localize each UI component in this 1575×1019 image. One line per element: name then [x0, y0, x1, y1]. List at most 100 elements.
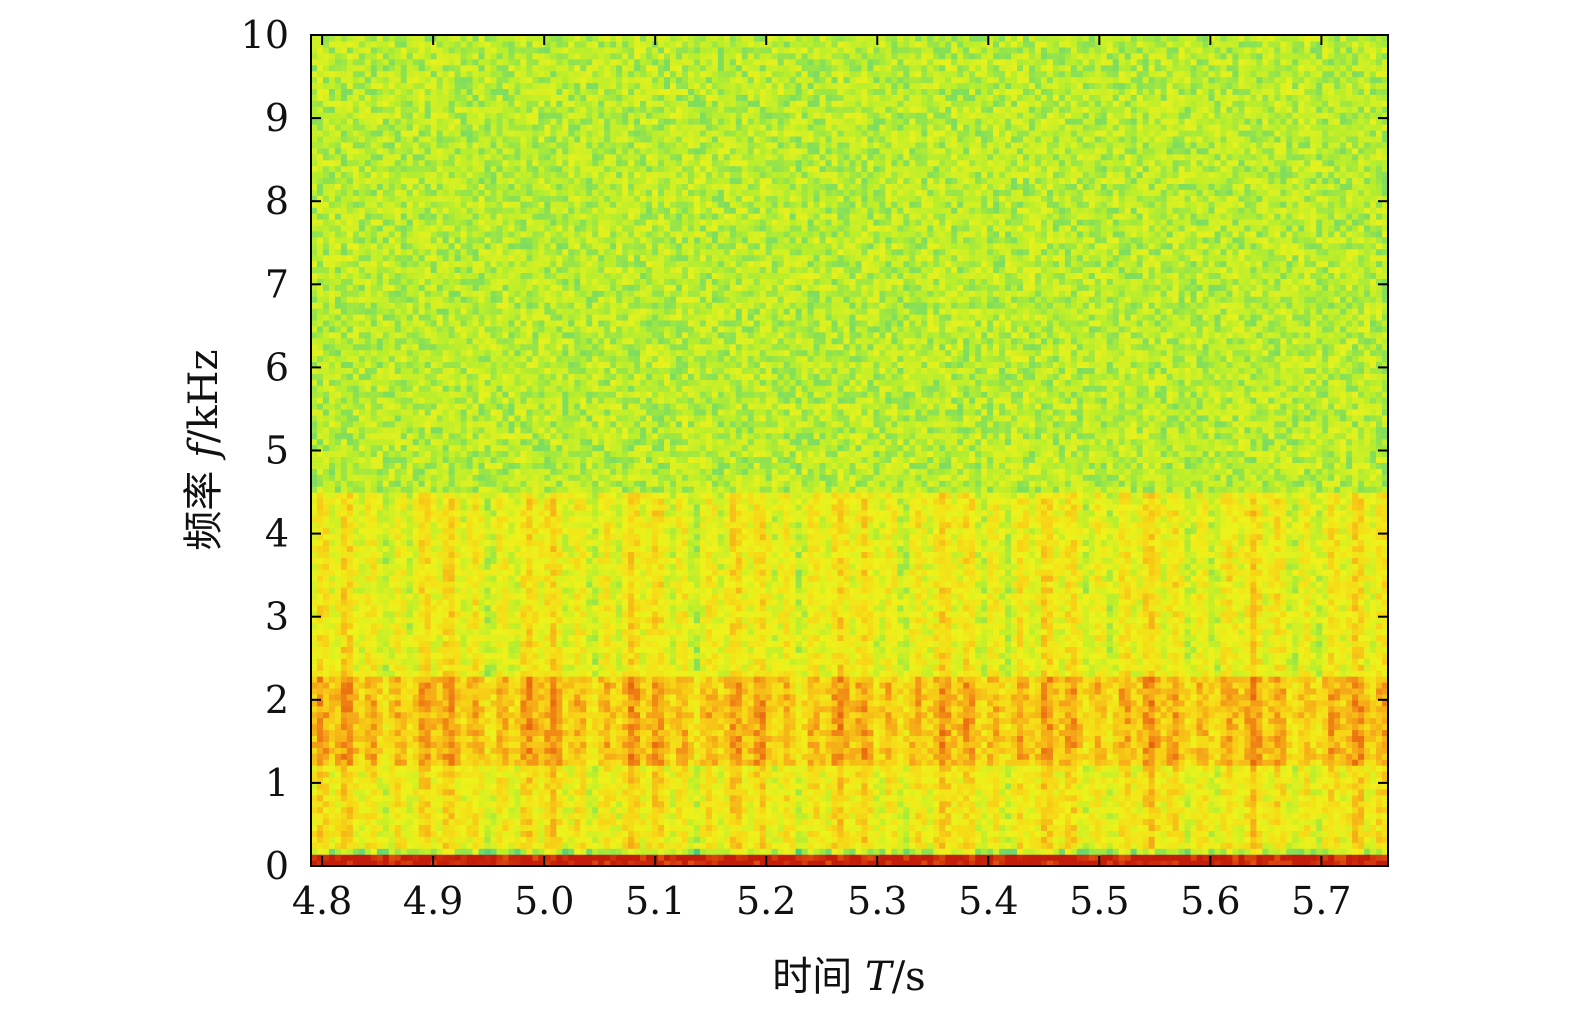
spectrogram-cell: [748, 765, 755, 772]
spectrogram-cell: [664, 789, 671, 796]
spectrogram-cell: [580, 771, 587, 778]
spectrogram-cell: [514, 848, 521, 855]
spectrogram-cell: [365, 777, 372, 784]
spectrogram-cell: [724, 700, 731, 707]
spectrogram-cell: [1334, 735, 1341, 742]
spectrogram-cell: [861, 836, 868, 843]
spectrogram-cell: [1250, 735, 1257, 742]
spectrogram-cell: [957, 712, 964, 719]
spectrogram-cell: [832, 819, 839, 826]
spectrogram-cell: [1179, 783, 1186, 790]
spectrogram-cell: [1101, 753, 1108, 760]
spectrogram-cell: [688, 789, 695, 796]
spectrogram-cell: [1238, 718, 1245, 725]
spectrogram-cell: [1197, 807, 1204, 814]
spectrogram-cell: [1346, 813, 1353, 820]
spectrogram-cell: [963, 842, 970, 849]
spectrogram-cell: [760, 759, 767, 766]
spectrogram-cell: [796, 848, 803, 855]
spectrogram-cell: [850, 718, 857, 725]
spectrogram-cell: [1083, 824, 1090, 831]
spectrogram-cell: [1155, 718, 1162, 725]
spectrogram-cell: [383, 753, 390, 760]
spectrogram-cell: [1304, 735, 1311, 742]
spectrogram-cell: [730, 777, 737, 784]
spectrogram-cell: [1352, 759, 1359, 766]
spectrogram-cell: [1107, 759, 1114, 766]
spectrogram-cell: [1364, 801, 1371, 808]
spectrogram-cell: [1346, 753, 1353, 760]
spectrogram-cell: [766, 753, 773, 760]
spectrogram-cell: [550, 795, 557, 802]
spectrogram-cell: [676, 747, 683, 754]
spectrogram-cell: [915, 813, 922, 820]
spectrogram-cell: [1274, 824, 1281, 831]
spectrogram-cell: [1023, 747, 1030, 754]
spectrogram-cell: [431, 830, 438, 837]
spectrogram-cell: [1340, 735, 1347, 742]
spectrogram-cell: [371, 848, 378, 855]
spectrogram-cell: [1047, 848, 1054, 855]
spectrogram-cell: [1250, 706, 1257, 713]
spectrogram-cell: [945, 801, 952, 808]
spectrogram-cell: [1035, 735, 1042, 742]
spectrogram-cell: [550, 848, 557, 855]
spectrogram-cell: [514, 777, 521, 784]
spectrogram-cell: [903, 765, 910, 772]
spectrogram-cell: [736, 700, 743, 707]
spectrogram-cell: [1256, 795, 1263, 802]
spectrogram-cell: [957, 830, 964, 837]
spectrogram-cell: [1244, 729, 1251, 736]
spectrogram-cell: [796, 795, 803, 802]
spectrogram-cell: [951, 700, 958, 707]
spectrogram-cell: [544, 700, 551, 707]
spectrogram-cell: [1029, 729, 1036, 736]
spectrogram-cell: [802, 706, 809, 713]
spectrogram-cell: [485, 700, 492, 707]
spectrogram-cell: [712, 854, 719, 861]
spectrogram-cell: [1203, 854, 1210, 861]
spectrogram-cell: [885, 706, 892, 713]
spectrogram-cell: [945, 819, 952, 826]
spectrogram-cell: [1107, 747, 1114, 754]
spectrogram-cell: [1316, 824, 1323, 831]
spectrogram-cell: [1065, 700, 1072, 707]
spectrogram-cell: [939, 741, 946, 748]
spectrogram-cell: [580, 824, 587, 831]
spectrogram-cell: [544, 759, 551, 766]
spectrogram-cell: [885, 765, 892, 772]
spectrogram-cell: [933, 807, 940, 814]
spectrogram-cell: [957, 747, 964, 754]
spectrogram-cell: [532, 777, 539, 784]
spectrogram-cell: [915, 729, 922, 736]
spectrogram-cell: [610, 795, 617, 802]
spectrogram-cell: [323, 712, 330, 719]
spectrogram-cell: [1209, 813, 1216, 820]
spectrogram-cell: [1131, 783, 1138, 790]
spectrogram-cell: [1185, 854, 1192, 861]
spectrogram-cell: [951, 813, 958, 820]
spectrogram-cell: [1310, 848, 1317, 855]
spectrogram-cell: [532, 813, 539, 820]
spectrogram-cell: [784, 706, 791, 713]
spectrogram-cell: [1095, 735, 1102, 742]
spectrogram-cell: [1322, 771, 1329, 778]
spectrogram-cell: [485, 801, 492, 808]
spectrogram-cell: [449, 830, 456, 837]
spectrogram-cell: [873, 848, 880, 855]
spectrogram-cell: [873, 718, 880, 725]
spectrogram-cell: [1316, 753, 1323, 760]
spectrogram-cell: [1101, 771, 1108, 778]
spectrogram-cell: [778, 807, 785, 814]
spectrogram-cell: [431, 848, 438, 855]
spectrogram-cell: [706, 729, 713, 736]
spectrogram-cell: [1125, 842, 1132, 849]
spectrogram-cell: [891, 789, 898, 796]
spectrogram-cell: [772, 753, 779, 760]
spectrogram-cell: [1125, 789, 1132, 796]
spectrogram-cell: [1214, 824, 1221, 831]
spectrogram-cell: [724, 753, 731, 760]
spectrogram-cell: [921, 842, 928, 849]
spectrogram-cell: [778, 753, 785, 760]
spectrogram-cell: [909, 724, 916, 731]
